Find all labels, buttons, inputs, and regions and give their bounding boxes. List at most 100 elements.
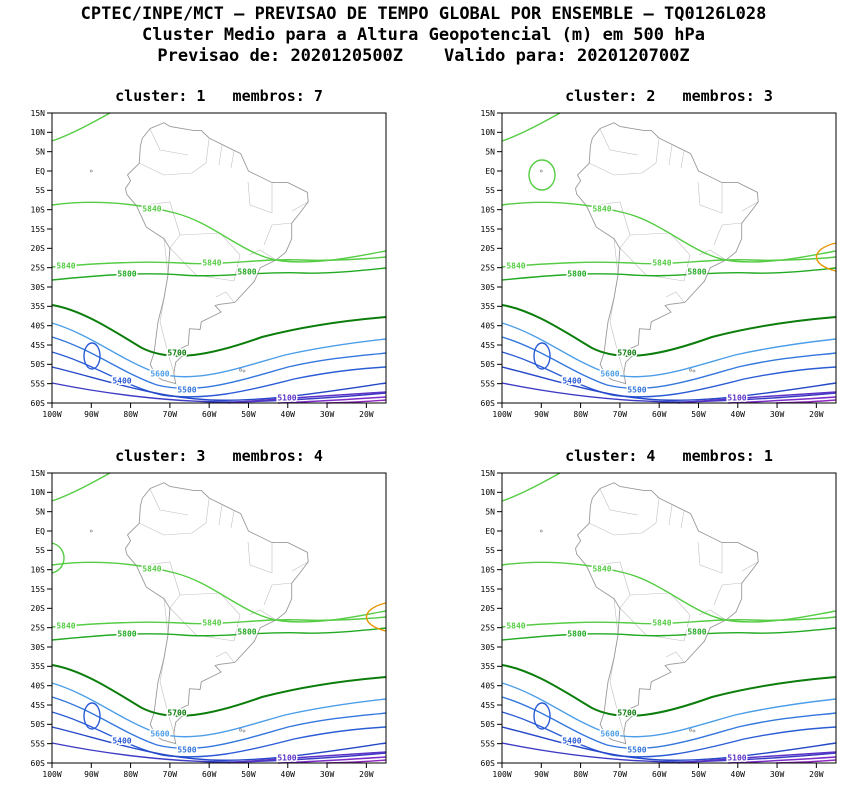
island	[692, 729, 696, 733]
contour-label-5500: 5500	[627, 746, 646, 755]
lat-label: 5S	[35, 186, 45, 195]
coastline-south-america	[575, 122, 759, 385]
country-borders	[135, 488, 309, 734]
contour-label-5840: 5840	[202, 259, 221, 268]
contour-5800	[51, 627, 387, 641]
lat-label: 55S	[481, 739, 496, 748]
latitude-axis: 15N 10N 5N EQ 5S 10S 15S 20S 25S 30S 35S 40S 45S 50S 5…	[481, 109, 502, 408]
contour-label-5840: 5840	[506, 622, 525, 631]
contour-label-5700: 5700	[167, 349, 186, 358]
lat-label: 5N	[35, 147, 45, 156]
contour-label-5840: 5840	[142, 565, 161, 574]
island	[89, 169, 93, 173]
island	[238, 728, 243, 732]
contour-labels: 5840 5840 5840 5800 5800 5700 5600 5500 5400 5100	[55, 203, 298, 404]
lon-label: 40W	[731, 410, 746, 419]
contour-label-5700: 5700	[167, 709, 186, 718]
contour-label-5600: 5600	[600, 370, 619, 379]
map-frame	[51, 112, 387, 404]
lat-label: 20S	[481, 244, 496, 253]
contour-label-5800: 5800	[687, 628, 706, 637]
map-cluster-1: 15N 10N 5N EQ 5S 10S 15S 20S 25S 30S 35S 40S 45S 50S 5…	[31, 109, 387, 419]
map-area: 15N 10N 5N EQ 5S 10S 15S 20S 25S 30S 35S 40S 45S 50S 5…	[481, 469, 837, 779]
contour-5840	[51, 112, 111, 142]
lon-label: 90W	[84, 410, 99, 419]
lat-label: 10S	[481, 565, 496, 574]
island	[242, 729, 246, 733]
coastline-south-america	[575, 482, 759, 745]
lat-label: 50S	[481, 360, 496, 369]
lon-label: 90W	[84, 770, 99, 779]
contour-label-5600: 5600	[600, 730, 619, 739]
lat-label: 55S	[31, 379, 46, 388]
lon-label: 90W	[534, 410, 549, 419]
contour-label-5700: 5700	[617, 349, 636, 358]
contour-label-5840: 5840	[592, 565, 611, 574]
lon-label: 80W	[573, 410, 588, 419]
contour-5700	[501, 664, 837, 717]
lon-label: 20W	[809, 410, 824, 419]
lat-label: 55S	[481, 379, 496, 388]
contour-closed-low	[533, 702, 551, 730]
lon-label: 100W	[492, 410, 511, 419]
contour-label-5840: 5840	[56, 262, 75, 271]
lat-label: 10S	[481, 205, 496, 214]
contour-5700	[51, 664, 387, 717]
contour-closed-low	[533, 342, 551, 370]
contour-label-5600: 5600	[150, 730, 169, 739]
figure-subtitle: Cluster Medio para a Altura Geopotencial…	[142, 25, 705, 45]
lon-label: 70W	[613, 770, 628, 779]
lon-label: 30W	[770, 770, 785, 779]
contour-5500	[501, 696, 837, 750]
island	[539, 169, 543, 173]
panel-cluster-4: cluster: 4 membros: 1 15N 10N 5N EQ 5S 10S 15S 2…	[460, 447, 840, 797]
figure-header: CPTEC/INPE/MCT — PREVISAO DE TEMPO GLOBA…	[0, 0, 847, 67]
island	[688, 368, 693, 372]
lon-label: 60W	[652, 410, 667, 419]
lat-label: 45S	[31, 701, 46, 710]
lon-label: 60W	[202, 410, 217, 419]
contour-label-5800: 5800	[687, 268, 706, 277]
contour-5840	[51, 561, 387, 623]
island	[242, 369, 246, 373]
contour-5500	[51, 336, 387, 390]
country-borders	[135, 128, 309, 374]
contour-label-5800: 5800	[117, 630, 136, 639]
contour-5300	[51, 726, 387, 761]
contour-5840	[501, 472, 561, 502]
contour-label-5500: 5500	[177, 746, 196, 755]
contour-5400	[51, 351, 387, 398]
contour-labels: 5840 5840 5840 5800 5800 5700 5600 5500 5400 5100	[55, 563, 298, 764]
contour-label-5840: 5840	[592, 205, 611, 214]
lat-label: 60S	[481, 399, 496, 408]
lat-label: 15N	[481, 469, 496, 478]
contour-5800	[51, 267, 387, 281]
lat-label: 15N	[31, 469, 46, 478]
latitude-axis: 15N 10N 5N EQ 5S 10S 15S 20S 25S 30S 35S 40S 45S 50S 5…	[31, 109, 52, 408]
map-area: 15N 10N 5N EQ 5S 10S 15S 20S 25S 30S 35S 40S 45S 50S 5…	[31, 109, 387, 419]
lat-label: 10S	[31, 205, 46, 214]
panel-title: cluster: 1 membros: 7	[115, 87, 323, 105]
contour-5840	[501, 201, 837, 263]
map-cluster-4: 15N 10N 5N EQ 5S 10S 15S 20S 25S 30S 35S 40S 45S 50S 5…	[481, 469, 837, 779]
contour-5600	[51, 682, 387, 738]
lat-label: 15N	[31, 109, 46, 118]
longitude-axis: 100W 90W 80W 70W 60W 50W 40W 30W 20W	[42, 763, 374, 779]
lat-label: 15S	[31, 585, 46, 594]
contour-lines	[501, 472, 837, 764]
lon-label: 50W	[691, 410, 706, 419]
lat-label: EQ	[35, 167, 45, 176]
lon-label: 40W	[731, 770, 746, 779]
contour-orange_arc	[366, 602, 387, 632]
lat-label: 25S	[481, 623, 496, 632]
contour-5100	[227, 751, 387, 764]
lat-label: 55S	[31, 739, 46, 748]
lat-label: EQ	[35, 527, 45, 536]
lat-label: 35S	[31, 302, 46, 311]
lat-label: 25S	[31, 263, 46, 272]
contour-5840	[51, 256, 387, 268]
lon-label: 80W	[123, 410, 138, 419]
lon-label: 30W	[320, 410, 335, 419]
lon-label: 60W	[202, 770, 217, 779]
